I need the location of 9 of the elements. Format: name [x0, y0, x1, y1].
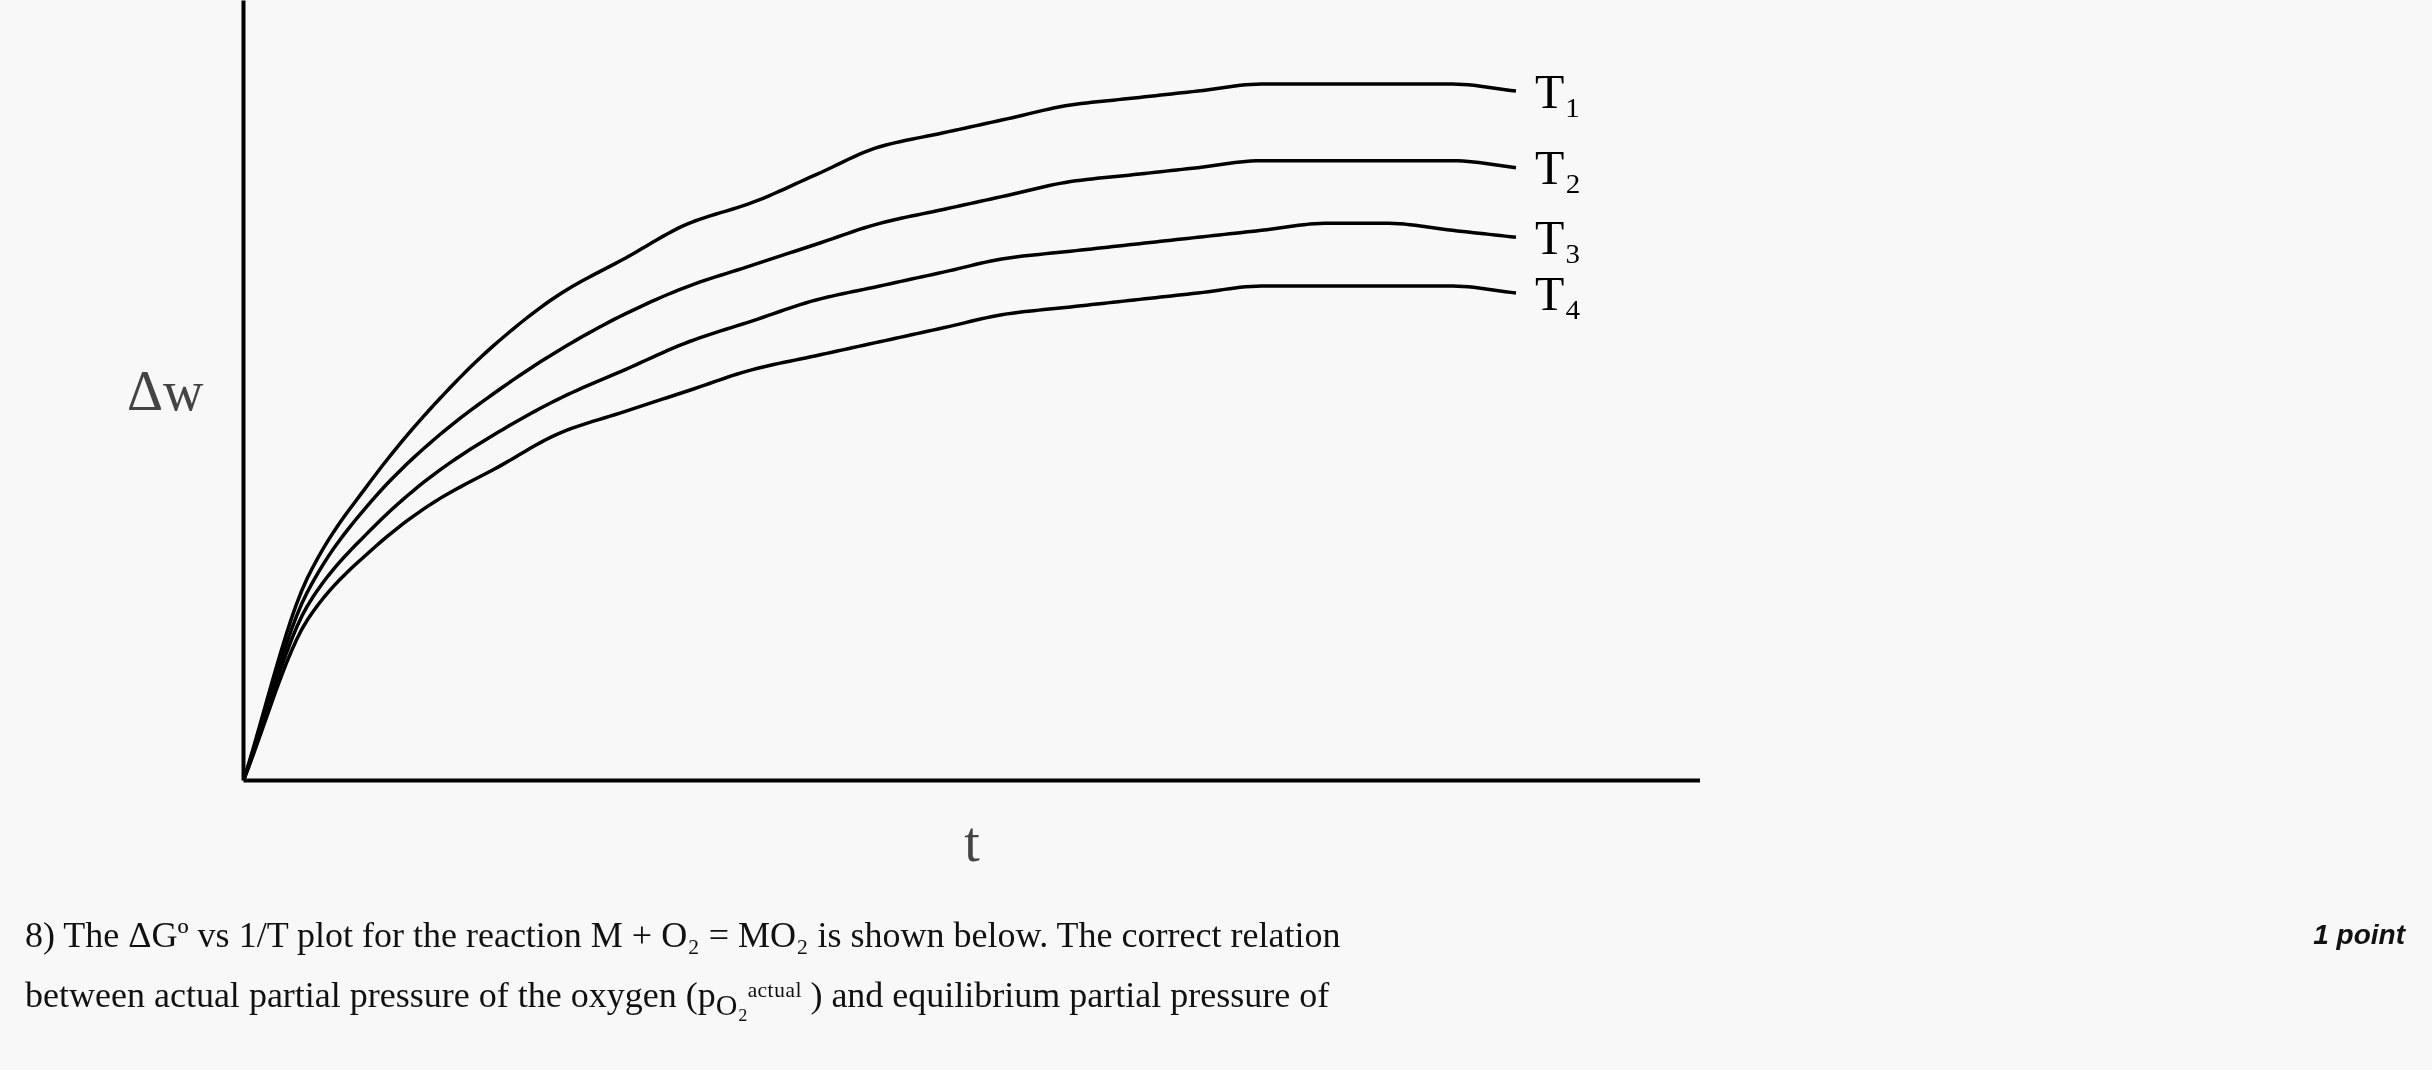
text: 8) The ΔGº vs 1/T plot for the reaction M + O₂ = MO₂ is shown below. The correct relation [25, 915, 1341, 955]
x-axis-title: t [964, 810, 981, 873]
y-axis-title: Δw [127, 359, 205, 422]
series-label: T₃ [1535, 210, 1582, 264]
text: 1 point [2313, 918, 2405, 952]
series-label: T₂ [1535, 141, 1582, 195]
series-label: T₄ [1535, 266, 1582, 320]
series-label: T₁ [1535, 64, 1582, 118]
text: between actual partial pressure of the oxygen (p$_{O₂}$ᵃᶜᵗᵘᵃˡ ) and equilibrium partial pressure of [25, 975, 1330, 1022]
